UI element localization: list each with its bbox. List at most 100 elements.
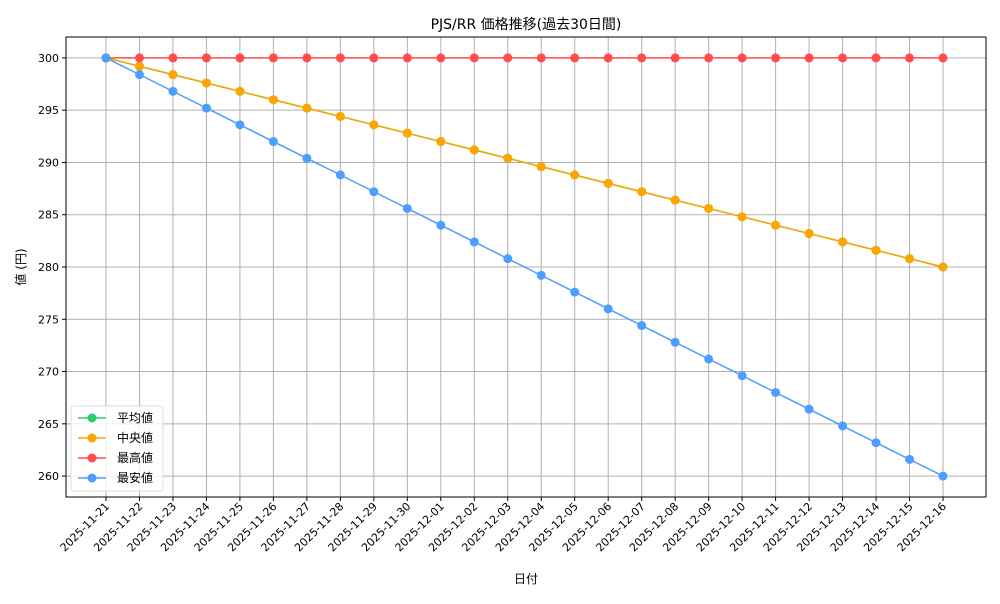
y-tick-label: 265 xyxy=(38,418,59,431)
data-point xyxy=(335,170,345,180)
series-line xyxy=(105,57,944,268)
data-point xyxy=(570,287,580,297)
data-point xyxy=(938,471,948,481)
data-point xyxy=(771,387,781,397)
data-point xyxy=(737,212,747,222)
data-point xyxy=(804,229,814,239)
data-point xyxy=(201,53,211,63)
data-point xyxy=(402,53,412,63)
data-point xyxy=(369,53,379,63)
legend-marker xyxy=(87,473,97,483)
data-point xyxy=(603,53,613,63)
data-point xyxy=(268,137,278,147)
data-point xyxy=(503,153,513,163)
data-point xyxy=(905,254,915,264)
y-tick-label: 275 xyxy=(38,313,59,326)
data-point xyxy=(436,137,446,147)
y-axis-label: 値 (円) xyxy=(13,248,28,285)
data-point xyxy=(637,321,647,331)
data-point xyxy=(670,195,680,205)
legend-label: 最安値 xyxy=(117,470,153,485)
data-point xyxy=(637,187,647,197)
chart-title: PJS/RR 価格推移(過去30日間) xyxy=(431,17,622,33)
data-point xyxy=(603,178,613,188)
data-point xyxy=(704,53,714,63)
data-point xyxy=(670,53,680,63)
data-point xyxy=(503,254,513,264)
data-point xyxy=(268,95,278,105)
legend-marker xyxy=(87,413,97,423)
data-point xyxy=(737,53,747,63)
data-point xyxy=(838,237,848,247)
data-point xyxy=(134,61,144,71)
data-point xyxy=(503,53,513,63)
data-point xyxy=(536,53,546,63)
series-3 xyxy=(101,53,948,481)
data-point xyxy=(804,53,814,63)
data-point xyxy=(168,70,178,80)
data-point xyxy=(402,203,412,213)
grid xyxy=(66,37,986,497)
data-point xyxy=(201,78,211,88)
data-point xyxy=(201,103,211,113)
x-axis: 2025-11-212025-11-222025-11-232025-11-24… xyxy=(58,497,949,554)
data-point xyxy=(670,337,680,347)
y-tick-label: 285 xyxy=(38,209,59,222)
data-point xyxy=(469,237,479,247)
data-point xyxy=(871,245,881,255)
series-group xyxy=(101,53,948,481)
data-point xyxy=(235,53,245,63)
data-point xyxy=(302,53,312,63)
y-tick-label: 280 xyxy=(38,261,59,274)
data-point xyxy=(737,371,747,381)
legend-marker xyxy=(87,453,97,463)
series-line xyxy=(105,57,944,477)
data-point xyxy=(101,53,111,63)
data-point xyxy=(570,170,580,180)
data-point xyxy=(335,53,345,63)
y-tick-label: 300 xyxy=(38,52,59,65)
data-point xyxy=(905,454,915,464)
y-tick-label: 295 xyxy=(38,104,59,117)
data-point xyxy=(871,438,881,448)
data-point xyxy=(302,153,312,163)
data-point xyxy=(436,220,446,230)
data-point xyxy=(235,86,245,96)
legend-label: 中央値 xyxy=(117,430,153,445)
data-point xyxy=(536,162,546,172)
data-point xyxy=(469,53,479,63)
data-point xyxy=(938,262,948,272)
legend-label: 平均値 xyxy=(117,410,153,425)
data-point xyxy=(469,145,479,155)
data-point xyxy=(838,421,848,431)
data-point xyxy=(771,220,781,230)
data-point xyxy=(134,70,144,80)
legend-label: 最高値 xyxy=(117,450,153,465)
y-tick-label: 290 xyxy=(38,156,59,169)
data-point xyxy=(838,53,848,63)
data-point xyxy=(871,53,881,63)
data-point xyxy=(235,120,245,130)
data-point xyxy=(134,53,144,63)
data-point xyxy=(369,187,379,197)
y-tick-label: 270 xyxy=(38,366,59,379)
x-axis-label: 日付 xyxy=(514,572,538,586)
series-1 xyxy=(101,53,948,272)
data-point xyxy=(268,53,278,63)
data-point xyxy=(704,203,714,213)
data-point xyxy=(168,86,178,96)
data-point xyxy=(536,270,546,280)
data-point xyxy=(335,111,345,121)
y-tick-label: 260 xyxy=(38,470,59,483)
data-point xyxy=(905,53,915,63)
data-point xyxy=(704,354,714,364)
data-point xyxy=(369,120,379,130)
data-point xyxy=(938,53,948,63)
data-point xyxy=(637,53,647,63)
data-point xyxy=(436,53,446,63)
data-point xyxy=(302,103,312,113)
data-point xyxy=(804,404,814,414)
series-2 xyxy=(101,53,948,63)
